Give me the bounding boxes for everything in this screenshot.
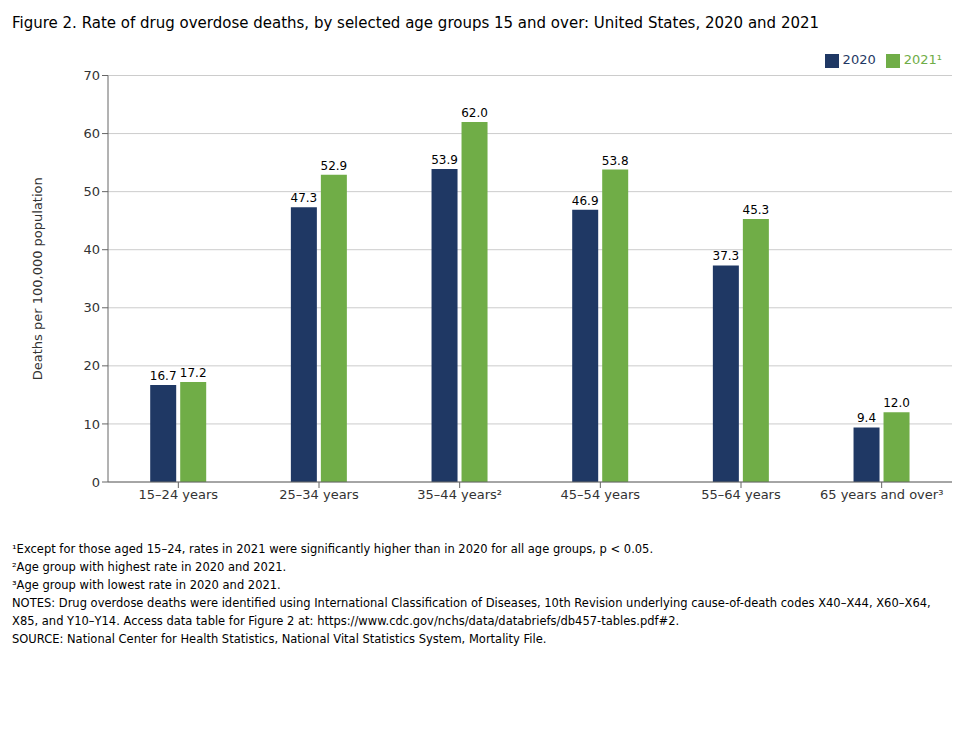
svg-text:45.3: 45.3	[743, 203, 770, 217]
svg-text:46.9: 46.9	[572, 194, 599, 208]
svg-text:70: 70	[83, 68, 100, 83]
svg-text:53.8: 53.8	[602, 154, 629, 168]
html-text:³Age group with lowest rate in: ³Age group with lowest rate in 2020 and …	[12, 578, 281, 592]
svg-text:60: 60	[83, 126, 100, 141]
svg-text:12.0: 12.0	[883, 396, 910, 410]
svg-text:Deaths per 100,000 population: Deaths per 100,000 population	[30, 177, 45, 380]
svg-text:65 years and over³: 65 years and over³	[820, 487, 943, 502]
html-text:¹Except for those aged 15–24,: ¹Except for those aged 15–24, rates in 2…	[12, 542, 654, 556]
svg-text:52.9: 52.9	[321, 159, 348, 173]
svg-text:25–34 years: 25–34 years	[279, 487, 359, 502]
svg-text:10: 10	[83, 417, 100, 432]
svg-text:50: 50	[83, 184, 100, 199]
html-text:²Age group with highest rate i: ²Age group with highest rate in 2020 and…	[12, 560, 287, 574]
svg-text:47.3: 47.3	[291, 191, 318, 205]
svg-text:17.2: 17.2	[180, 366, 207, 380]
svg-text:15–24 years: 15–24 years	[139, 487, 219, 502]
svg-text:30: 30	[83, 300, 100, 315]
svg-text:40: 40	[83, 242, 100, 257]
html-text:Figure 2. Rate of drug overdos: Figure 2. Rate of drug overdose deaths, …	[12, 14, 820, 32]
html-text:2021¹: 2021¹	[903, 52, 942, 67]
svg-text:37.3: 37.3	[713, 249, 740, 263]
html-text:X85, and Y10–Y14. Access data: X85, and Y10–Y14. Access data table for …	[12, 614, 680, 628]
svg-text:0: 0	[92, 475, 100, 490]
html-text:SOURCE: National Center for He: SOURCE: National Center for Health Stati…	[12, 632, 547, 646]
html-text:2020: 2020	[842, 52, 876, 67]
svg-text:16.7: 16.7	[150, 369, 177, 383]
html-text:NOTES: Drug overdose deaths we: NOTES: Drug overdose deaths were identif…	[12, 596, 931, 610]
svg-text:9.4: 9.4	[857, 411, 876, 425]
svg-text:35–44 years²: 35–44 years²	[417, 487, 502, 502]
svg-text:45–54 years: 45–54 years	[561, 487, 641, 502]
svg-text:55–64 years: 55–64 years	[701, 487, 781, 502]
svg-text:62.0: 62.0	[461, 106, 488, 120]
svg-text:53.9: 53.9	[431, 153, 458, 167]
svg-text:20: 20	[83, 358, 100, 373]
